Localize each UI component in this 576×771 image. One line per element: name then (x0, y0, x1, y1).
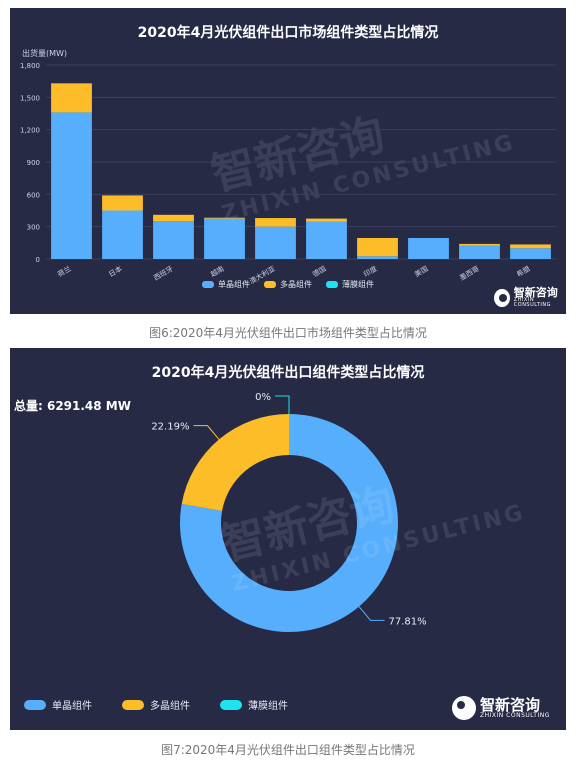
bar-segment (510, 244, 551, 249)
y-tick-label: 1,200 (20, 127, 40, 135)
brand-logo-name: 智新咨询 (513, 286, 558, 299)
bar-segment (255, 218, 296, 227)
brand-logo-2-icon (452, 696, 476, 720)
bar-segment (306, 218, 347, 222)
bar-segment (510, 248, 551, 259)
x-tick-label: 荷兰 (56, 264, 73, 279)
donut-legend-label-thin: 薄膜组件 (248, 701, 288, 712)
bar-segment (306, 221, 347, 259)
donut-legend-item-mono[interactable]: 单晶组件 (24, 697, 92, 712)
x-tick-label: 美国 (413, 264, 430, 279)
y-tick-label: 900 (27, 159, 40, 167)
donut-chart-svg: 77.81% 22.19% 0% (151, 392, 427, 632)
donut-slice-label: 22.19% (151, 422, 189, 433)
y-tick-label: 300 (27, 224, 40, 232)
brand-logo-2-sub: ZHIXIN CONSULTING (480, 711, 550, 719)
x-tick-label: 印度 (362, 264, 379, 279)
bar-segment (408, 237, 449, 259)
bar-chart-panel: 2020年4月光伏组件出口市场组件类型占比情况 出货量(MW) 智新咨询 ZHI… (10, 8, 566, 314)
donut-label-line (193, 425, 220, 440)
donut-legend-item-multi[interactable]: 多晶组件 (122, 697, 190, 712)
donut-legend-swatch-thin (220, 699, 242, 710)
donut-chart-legend: 单晶组件 多晶组件 薄膜组件 (24, 697, 288, 712)
y-tick-label: 1,800 (20, 62, 40, 70)
donut-label-line (358, 606, 385, 621)
bar-segment (357, 237, 398, 257)
donut-legend-swatch-multi (122, 699, 144, 710)
donut-legend-label-mono: 单晶组件 (52, 701, 92, 712)
legend-swatch-thin (326, 281, 338, 288)
x-tick-label: 日本 (107, 264, 124, 279)
legend-label-mono: 单晶组件 (218, 280, 250, 289)
donut-legend-swatch-mono (24, 699, 46, 710)
donut-chart-caption: 图7:2020年4月光伏组件出口组件类型占比情况 (161, 743, 415, 757)
donut-legend-item-thin[interactable]: 薄膜组件 (220, 697, 288, 712)
x-tick-label: 希腊 (515, 264, 532, 279)
donut-slice-label: 77.81% (389, 616, 427, 627)
bar-segment (204, 218, 245, 259)
y-tick-label: 0 (36, 256, 40, 264)
donut-slice-label: 0% (255, 392, 271, 403)
x-tick-label: 越南 (209, 264, 226, 279)
legend-item-thin[interactable]: 薄膜组件 (326, 279, 374, 290)
brand-logo-2-name: 智新咨询 (480, 695, 541, 714)
y-tick-label: 600 (27, 191, 40, 199)
bar-segment (357, 256, 398, 259)
bar-segment (459, 245, 500, 259)
bar-segment (51, 83, 92, 113)
brand-logo: 智新咨询 ZHIXIN CONSULTING (494, 287, 566, 308)
bar-chart-caption: 图6:2020年4月光伏组件出口市场组件类型占比情况 (149, 326, 427, 340)
bar-segment (153, 214, 194, 222)
legend-label-multi: 多晶组件 (280, 280, 312, 289)
bar-segment (255, 226, 296, 259)
bar-segment (102, 210, 143, 259)
legend-swatch-mono (202, 281, 214, 288)
bar-segment (102, 195, 143, 211)
legend-swatch-multi (264, 281, 276, 288)
donut-slice (179, 414, 399, 632)
legend-item-mono[interactable]: 单晶组件 (202, 279, 250, 290)
bar-segment (459, 243, 500, 246)
brand-logo-sub: ZHIXIN CONSULTING (513, 297, 552, 308)
bar-segment (153, 221, 194, 259)
donut-slice (181, 414, 289, 512)
bar-chart-title: 2020年4月光伏组件出口市场组件类型占比情况 (137, 25, 439, 41)
donut-chart-title: 2020年4月光伏组件出口组件类型占比情况 (151, 365, 425, 381)
brand-logo-icon (494, 288, 510, 307)
bar-chart-y-axis-label: 出货量(MW) (22, 49, 68, 58)
bar-segment (204, 217, 245, 219)
total-label: 总量: 6291.48 MW (14, 399, 131, 413)
x-tick-label: 德国 (311, 264, 328, 279)
donut-chart-panel: 2020年4月光伏组件出口组件类型占比情况 总量: 6291.48 MW 77.… (10, 348, 566, 730)
y-tick-label: 1,500 (20, 94, 40, 102)
legend-label-thin: 薄膜组件 (342, 280, 374, 289)
bar-chart-legend: 单晶组件 多晶组件 薄膜组件 (10, 279, 566, 290)
legend-item-multi[interactable]: 多晶组件 (264, 279, 312, 290)
brand-logo-2: 智新咨询 ZHIXIN CONSULTING (452, 696, 550, 720)
donut-legend-label-multi: 多晶组件 (150, 701, 190, 712)
bar-segment (51, 112, 92, 259)
donut-label-line (275, 395, 290, 414)
